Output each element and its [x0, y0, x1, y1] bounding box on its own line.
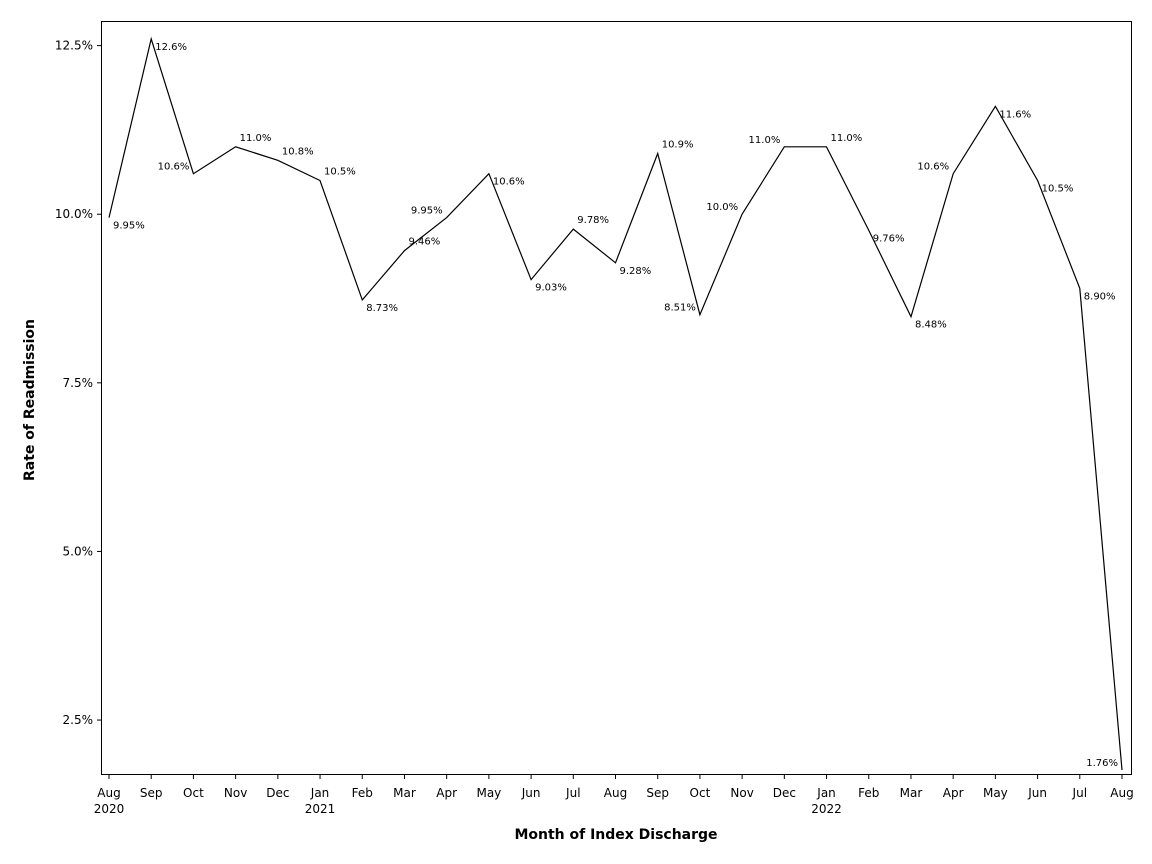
data-label: 9.28% [620, 266, 652, 277]
x-tick-label: Aug [1110, 786, 1133, 800]
data-label: 8.73% [366, 303, 398, 314]
data-label: 10.6% [493, 177, 525, 188]
y-tick-label: 7.5% [63, 376, 94, 390]
data-label: 8.51% [664, 303, 696, 314]
data-label: 11.0% [240, 133, 272, 144]
data-label: 10.5% [324, 166, 356, 177]
x-tick-label: Jul [1072, 786, 1087, 800]
x-tick-label: Oct [183, 786, 204, 800]
data-label: 11.6% [999, 109, 1031, 120]
data-label: 10.6% [158, 162, 190, 173]
x-tick-label: Jun [1027, 786, 1047, 800]
y-axis-title: Rate of Readmission [22, 319, 38, 481]
x-tick-label: Apr [943, 786, 964, 800]
data-label: 10.5% [1042, 183, 1074, 194]
x-tick-year-label: 2020 [94, 802, 125, 816]
x-tick-year-label: 2022 [811, 802, 842, 816]
data-label: 1.76% [1086, 758, 1118, 769]
x-tick-label: Sep [140, 786, 163, 800]
y-tick-label: 12.5% [55, 39, 93, 53]
x-tick-label: Sep [646, 786, 669, 800]
x-tick-label: Jan [310, 786, 330, 800]
x-tick-label: Jul [565, 786, 580, 800]
x-tick-label: Jun [521, 786, 541, 800]
data-label: 9.78% [577, 215, 609, 226]
x-tick-label: Oct [690, 786, 711, 800]
data-labels: 9.95% 12.6% 10.6% 11.0% 10.8% 10.5% 8.73% 9.46%… [113, 42, 1118, 769]
x-axis-title: Month of Index Discharge [514, 827, 717, 843]
plot-frame [101, 21, 1132, 775]
y-tick-label: 5.0% [63, 544, 94, 558]
x-axis: Aug 2020 Sep Oct Nov Dec Jan 2021 Feb Mar Apr May Ju… [94, 774, 1134, 816]
data-label: 9.46% [408, 237, 440, 248]
data-label: 9.03% [535, 283, 567, 294]
y-tick-label: 2.5% [63, 713, 94, 727]
x-tick-label: Mar [393, 786, 416, 800]
x-tick-label: Feb [858, 786, 879, 800]
x-tick-label: May [983, 786, 1008, 800]
data-label: 9.76% [873, 233, 905, 244]
data-label: 10.0% [706, 202, 738, 213]
x-tick-label: Nov [224, 786, 247, 800]
data-label: 8.90% [1084, 291, 1116, 302]
x-tick-label: Aug [97, 786, 120, 800]
data-label: 9.95% [411, 206, 443, 217]
data-label: 11.0% [749, 135, 781, 146]
data-label: 11.0% [831, 133, 863, 144]
x-tick-label: Apr [436, 786, 457, 800]
data-label: 8.48% [915, 320, 947, 331]
x-tick-label: Aug [604, 786, 627, 800]
data-label: 12.6% [155, 42, 187, 53]
series-line [108, 36, 1123, 771]
x-tick-label: Dec [773, 786, 796, 800]
data-label: 10.8% [282, 146, 314, 157]
x-tick-label: Dec [266, 786, 289, 800]
x-tick-label: Feb [352, 786, 373, 800]
x-tick-label: Jan [816, 786, 836, 800]
x-tick-year-label: 2021 [305, 802, 336, 816]
x-tick-label: Nov [730, 786, 753, 800]
x-tick-label: May [476, 786, 501, 800]
data-label: 9.95% [113, 221, 145, 232]
data-label: 10.6% [917, 162, 949, 173]
x-tick-label: Mar [900, 786, 923, 800]
data-label: 10.9% [662, 140, 694, 151]
y-axis: 2.5% 5.0% 7.5% 10.0% 12.5% [55, 39, 102, 727]
y-tick-label: 10.0% [55, 207, 93, 221]
